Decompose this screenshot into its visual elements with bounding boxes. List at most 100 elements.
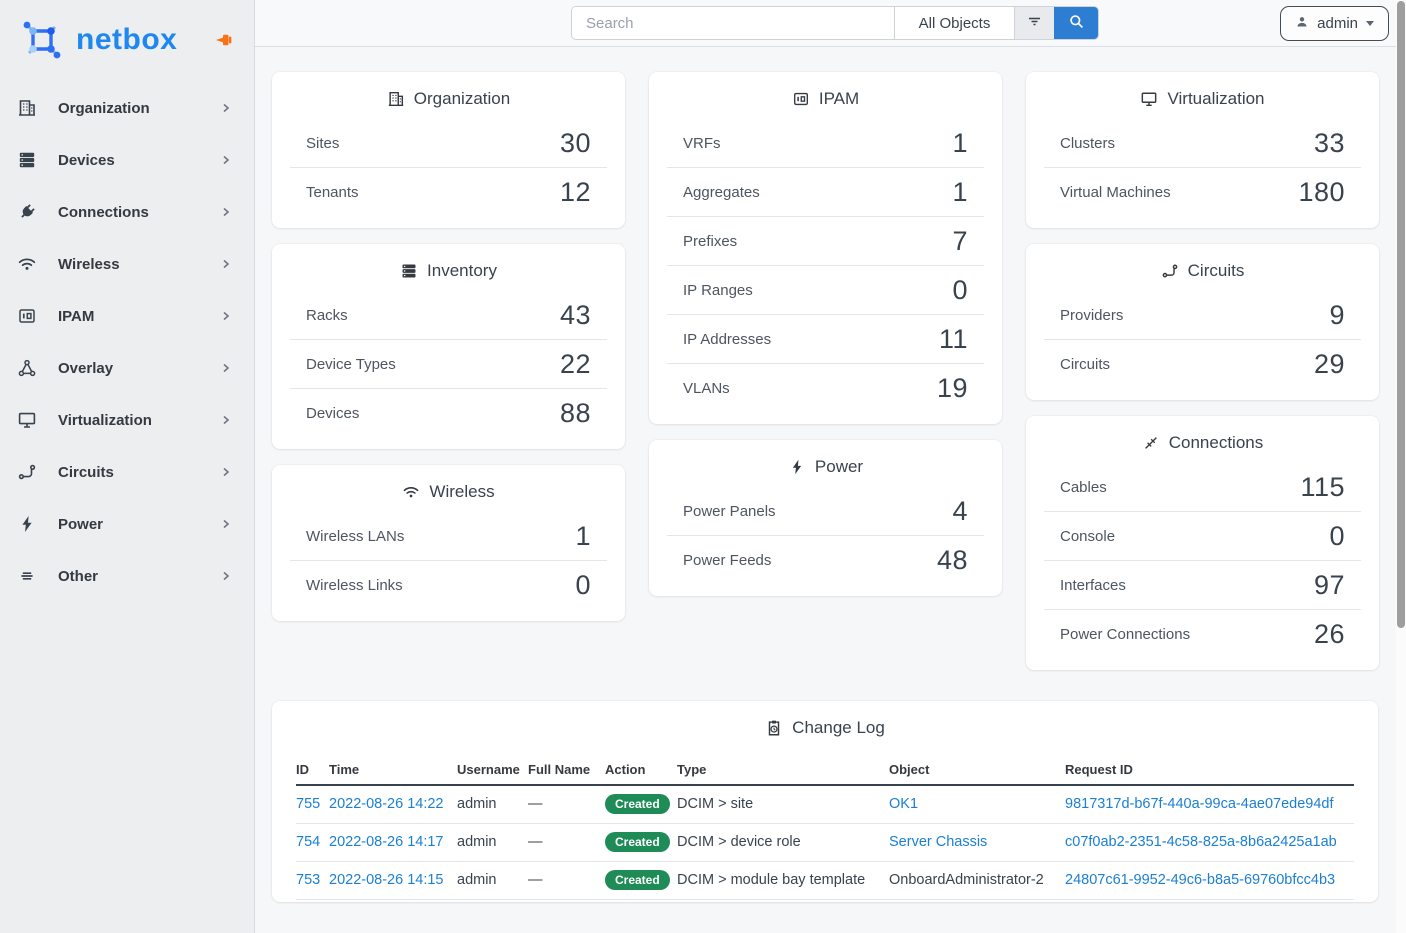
card-title-row: Circuits xyxy=(1026,244,1379,291)
change-id-link[interactable]: 755 xyxy=(296,796,321,813)
card-connections: Connections Cables 115 Console 0 Interfa… xyxy=(1026,416,1379,670)
clipboard-clock-icon xyxy=(765,719,783,737)
search-scope-button[interactable]: All Objects xyxy=(894,7,1014,39)
sidebar-item-connections[interactable]: Connections xyxy=(0,186,254,238)
stat-row-ip-ranges[interactable]: IP Ranges 0 xyxy=(667,266,984,315)
change-time-link[interactable]: 2022-08-26 14:22 xyxy=(329,796,444,813)
status-badge: Created xyxy=(605,832,670,852)
stat-row-devices[interactable]: Devices 88 xyxy=(290,389,607,438)
change-time-link[interactable]: 2022-08-26 14:15 xyxy=(329,872,444,888)
change-username: admin xyxy=(457,834,497,850)
card-title-row: Wireless xyxy=(272,465,625,512)
sidebar-item-devices[interactable]: Devices xyxy=(0,134,254,186)
card-title-row: Virtualization xyxy=(1026,72,1379,119)
search-group: All Objects xyxy=(571,6,1099,40)
plug-icon xyxy=(17,202,37,222)
stat-row-wireless-lans[interactable]: Wireless LANs 1 xyxy=(290,512,607,561)
stat-row-vlans[interactable]: VLANs 19 xyxy=(667,364,984,413)
sidebar-item-circuits[interactable]: Circuits xyxy=(0,446,254,498)
col-header-username: Username xyxy=(457,754,528,786)
change-time-link[interactable]: 2022-08-26 14:17 xyxy=(329,834,444,850)
stat-label: Cables xyxy=(1060,478,1107,496)
wifi-icon xyxy=(17,254,37,274)
brand-name[interactable]: netbox xyxy=(76,23,178,56)
stat-row-sites[interactable]: Sites 30 xyxy=(290,119,607,168)
col-header-full-name: Full Name xyxy=(528,754,605,786)
change-object-link[interactable]: OK1 xyxy=(889,796,919,813)
sidebar-item-overlay[interactable]: Overlay xyxy=(0,342,254,394)
chevron-right-icon xyxy=(220,518,232,530)
stat-row-device-types[interactable]: Device Types 22 xyxy=(290,340,607,389)
stat-row-interfaces[interactable]: Interfaces 97 xyxy=(1044,561,1361,610)
filter-icon xyxy=(1026,13,1043,33)
pin-sidebar-icon[interactable] xyxy=(212,29,234,51)
stat-label: Tenants xyxy=(306,184,359,201)
col-header-type: Type xyxy=(677,754,889,786)
stat-row-prefixes[interactable]: Prefixes 7 xyxy=(667,217,984,266)
request-id-link[interactable]: 9817317d-b67f-440a-99ca-4ae07ede94df xyxy=(1065,796,1334,813)
sidebar-item-label: Circuits xyxy=(58,463,114,481)
sidebar-item-label: Other xyxy=(58,567,99,585)
stat-label: Providers xyxy=(1060,306,1124,324)
card-circuits: Circuits Providers 9 Circuits 29 xyxy=(1026,244,1379,400)
chevron-right-icon xyxy=(220,362,232,374)
stat-label: Aggregates xyxy=(683,183,760,201)
sidebar: netbox Organization xyxy=(0,0,255,933)
stat-row-power-feeds[interactable]: Power Feeds 48 xyxy=(667,536,984,585)
sidebar-item-label: Overlay xyxy=(58,359,114,377)
server-icon xyxy=(17,150,37,170)
stat-row-power-panels[interactable]: Power Panels 4 xyxy=(667,487,984,536)
sidebar-item-label: Organization xyxy=(58,99,150,117)
change-id-link[interactable]: 754 xyxy=(296,834,321,850)
stat-value: 12 xyxy=(559,177,591,207)
col-header-action: Action xyxy=(605,754,677,786)
sidebar-item-power[interactable]: Power xyxy=(0,498,254,550)
vertical-scrollbar[interactable] xyxy=(1396,0,1406,933)
sidebar-item-organization[interactable]: Organization xyxy=(0,82,254,134)
graph-icon xyxy=(17,358,37,378)
request-id-link[interactable]: c07f0ab2-2351-4c58-825a-8b6a2425a1ab xyxy=(1065,834,1337,850)
stat-label: Device Types xyxy=(306,355,396,373)
chevron-right-icon xyxy=(220,258,232,270)
stat-label: IP Ranges xyxy=(683,281,753,299)
stat-row-racks[interactable]: Racks 43 xyxy=(290,291,607,340)
netbox-logo-icon[interactable] xyxy=(20,18,64,62)
card-power: Power Power Panels 4 Power Feeds 48 xyxy=(649,440,1002,596)
scrollbar-thumb[interactable] xyxy=(1397,1,1405,628)
change-id-link[interactable]: 753 xyxy=(296,872,321,888)
card-title: IPAM xyxy=(818,89,860,108)
search-button[interactable] xyxy=(1054,7,1098,39)
filter-button[interactable] xyxy=(1014,7,1054,39)
stat-row-console[interactable]: Console 0 xyxy=(1044,512,1361,561)
stat-row-providers[interactable]: Providers 9 xyxy=(1044,291,1361,340)
stat-row-circuits[interactable]: Circuits 29 xyxy=(1044,340,1361,389)
card-title: Circuits xyxy=(1187,261,1245,280)
stat-label: Power Connections xyxy=(1060,626,1191,643)
stat-row-wireless-links[interactable]: Wireless Links 0 xyxy=(290,561,607,610)
stat-row-clusters[interactable]: Clusters 33 xyxy=(1044,119,1361,168)
stat-row-cables[interactable]: Cables 115 xyxy=(1044,463,1361,512)
stat-row-virtual-machines[interactable]: Virtual Machines 180 xyxy=(1044,168,1361,217)
card-inventory: Inventory Racks 43 Device Types 22 Devic… xyxy=(272,244,625,449)
stat-row-tenants[interactable]: Tenants 12 xyxy=(290,168,607,217)
stat-row-power-connections[interactable]: Power Connections 26 xyxy=(1044,610,1361,659)
col-header-id: ID xyxy=(296,754,329,786)
stat-row-vrfs[interactable]: VRFs 1 xyxy=(667,119,984,168)
sidebar-item-label: Power xyxy=(58,515,104,533)
change-object-link[interactable]: Server Chassis xyxy=(889,834,988,850)
user-menu-button[interactable]: admin xyxy=(1280,6,1389,41)
stat-value: 9 xyxy=(1329,299,1345,330)
stat-row-aggregates[interactable]: Aggregates 1 xyxy=(667,168,984,217)
chevron-right-icon xyxy=(220,414,232,426)
stat-row-ip-addresses[interactable]: IP Addresses 11 xyxy=(667,315,984,364)
stat-label: Prefixes xyxy=(683,232,738,250)
building-icon xyxy=(387,90,405,108)
sidebar-item-other[interactable]: Other xyxy=(0,550,254,602)
sidebar-item-wireless[interactable]: Wireless xyxy=(0,238,254,290)
request-id-link[interactable]: 24807c61-9952-49c6-b8a5-69760bfcc4b3 xyxy=(1065,872,1336,888)
search-input[interactable] xyxy=(572,7,894,39)
sidebar-item-virtualization[interactable]: Virtualization xyxy=(0,394,254,446)
sidebar-item-ipam[interactable]: IPAM xyxy=(0,290,254,342)
user-icon xyxy=(1295,15,1309,33)
stat-value: 88 xyxy=(559,398,591,428)
